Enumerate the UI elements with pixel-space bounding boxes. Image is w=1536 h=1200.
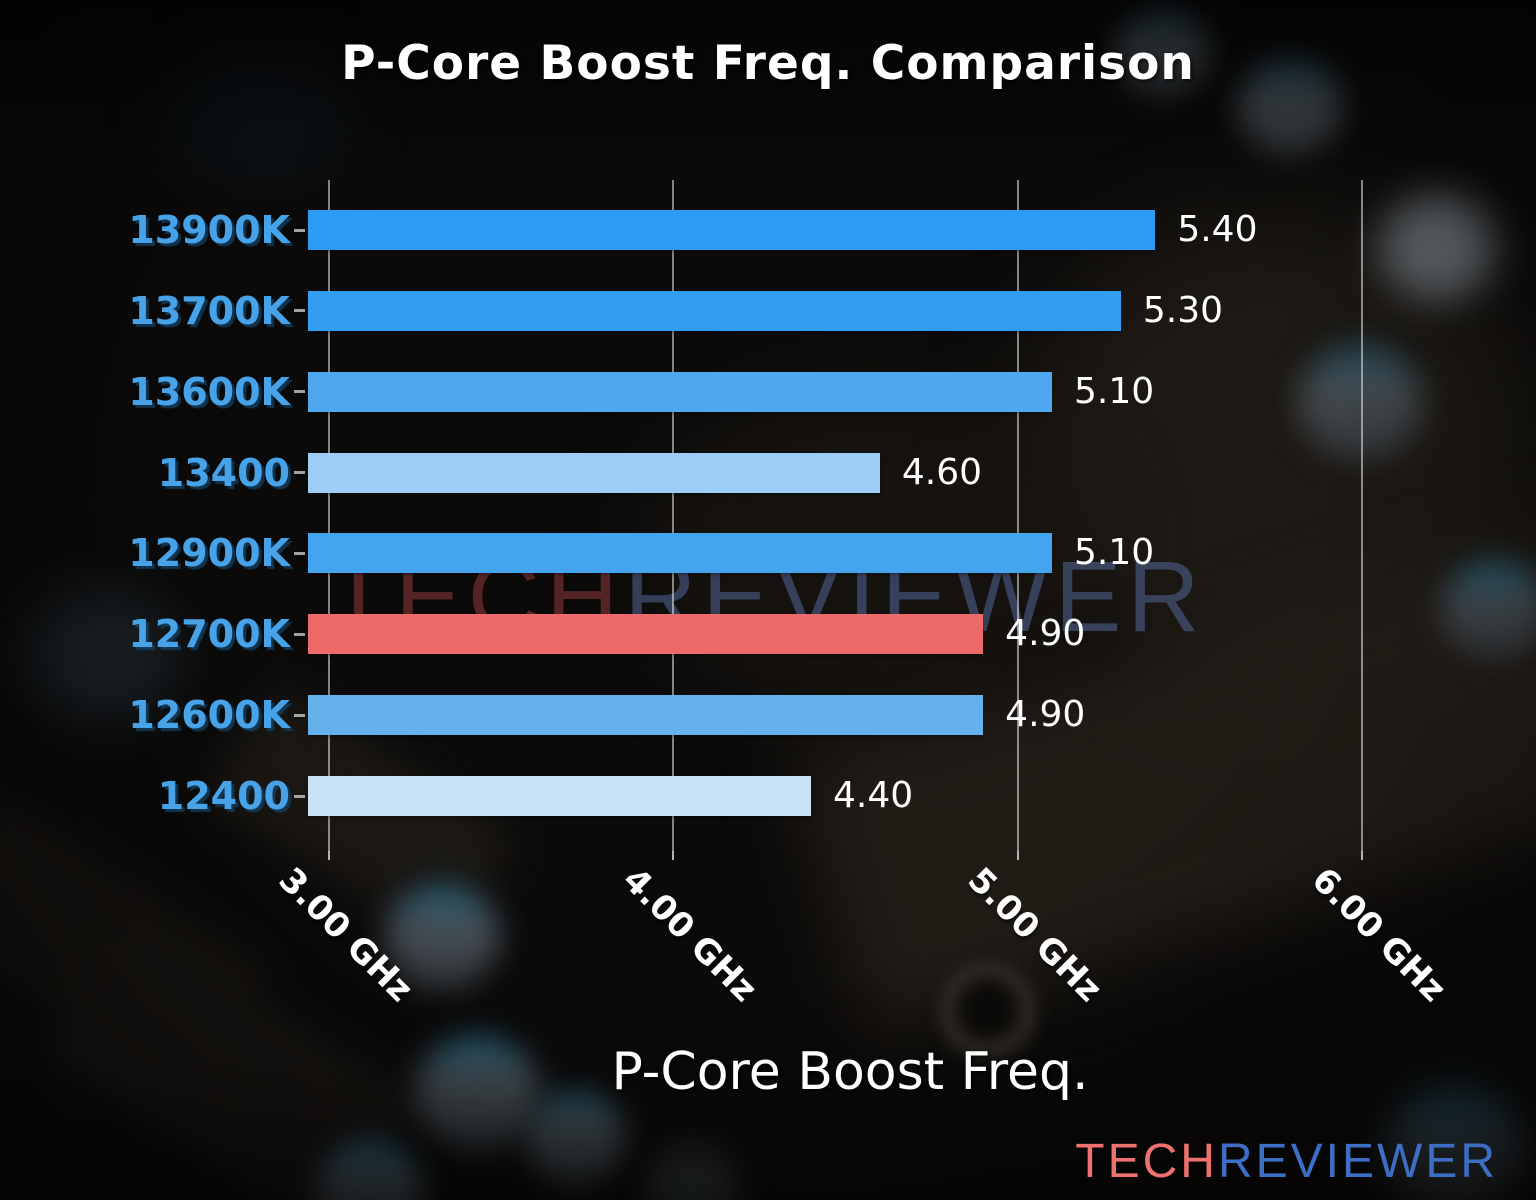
chart-title: P-Core Boost Freq. Comparison — [341, 36, 1195, 91]
category-label: 13400 — [157, 450, 290, 495]
category-label: 13600K — [128, 369, 290, 414]
x-tick-mark — [1360, 851, 1363, 860]
value-label: 5.30 — [1142, 289, 1224, 331]
x-tick-mark — [672, 851, 675, 860]
category-label: 12700K — [128, 612, 290, 657]
value-label: 4.60 — [901, 451, 983, 493]
value-label: 4.90 — [1005, 694, 1086, 736]
gridline — [672, 180, 675, 851]
brand-logo-tech: TECH — [1075, 1135, 1218, 1188]
category-label: 12600K — [128, 693, 290, 738]
bar-13700k — [308, 290, 1121, 331]
x-axis-title: P-Core Boost Freq. — [611, 1042, 1089, 1102]
bar-12600k — [308, 695, 984, 736]
y-tick-mark — [294, 390, 305, 394]
bar-12400 — [308, 776, 812, 817]
gridline — [1016, 180, 1019, 851]
category-label: 13700K — [128, 288, 290, 333]
value-label: 5.10 — [1074, 532, 1155, 574]
x-tick-mark — [1016, 851, 1019, 860]
bar-13600k — [308, 371, 1053, 412]
y-tick-mark — [294, 794, 305, 798]
value-label: 5.10 — [1074, 370, 1155, 412]
y-tick-mark — [294, 471, 305, 475]
brand-logo-reviewer: REVIEWER — [1217, 1135, 1498, 1188]
value-label: 5.40 — [1177, 209, 1258, 250]
y-tick-mark — [294, 713, 305, 717]
gridline — [328, 180, 330, 851]
bar-13400 — [308, 452, 880, 493]
bar-13900k — [308, 210, 1156, 250]
value-label: 4.40 — [833, 775, 914, 817]
bar-12900k — [308, 533, 1053, 574]
y-tick-mark — [294, 228, 305, 232]
bar-12700k — [308, 614, 984, 655]
y-tick-mark — [294, 551, 305, 555]
brand-logo: TECHREVIEWER — [1075, 1136, 1498, 1188]
value-label: 4.90 — [1005, 613, 1086, 655]
category-label: 13900K — [128, 208, 290, 252]
y-tick-mark — [294, 309, 305, 313]
category-label: 12900K — [128, 531, 290, 576]
category-label: 12400 — [157, 774, 290, 819]
x-tick-mark — [328, 851, 330, 860]
gridline — [1360, 180, 1363, 851]
y-tick-mark — [294, 632, 305, 636]
